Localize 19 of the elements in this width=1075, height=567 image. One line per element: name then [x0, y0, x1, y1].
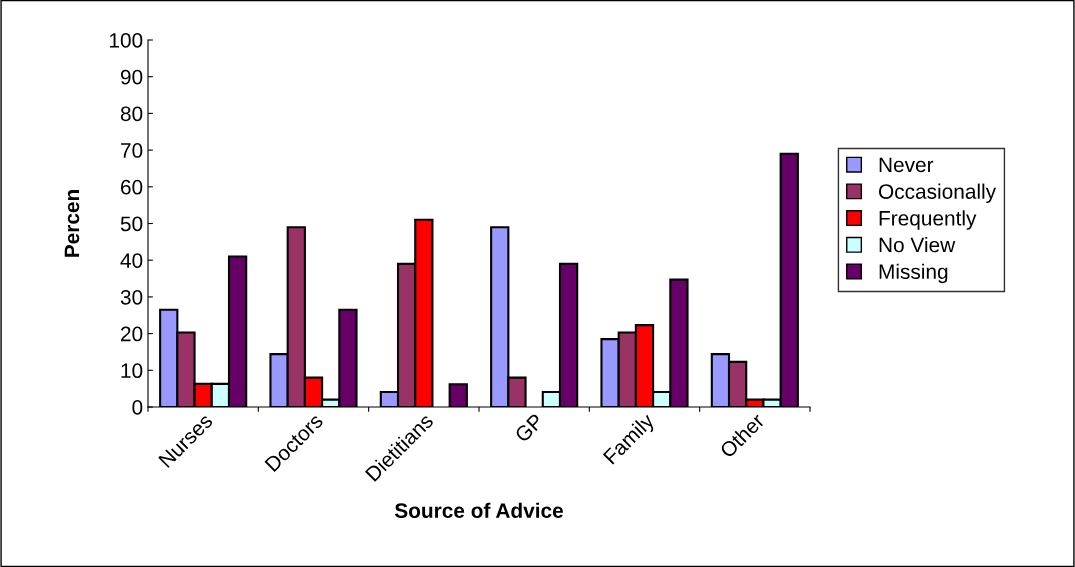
x-axis-title: Source of Advice	[394, 502, 563, 519]
y-axis-title: Percen	[64, 190, 80, 257]
y-tick-label: 40	[120, 253, 143, 268]
y-tick-label: 30	[120, 289, 143, 305]
legend-label: Occasionally	[878, 183, 997, 203]
legend-label: Missing	[879, 263, 948, 284]
legend-label: Frequently	[879, 210, 977, 230]
y-tick-label: 50	[120, 216, 143, 232]
legend-label: No View	[879, 237, 956, 253]
x-tick-label: GP	[514, 412, 545, 444]
y-tick-label: 90	[120, 69, 143, 85]
y-tick-label: 80	[120, 106, 143, 122]
y-tick-label: 60	[121, 179, 143, 195]
y-tick-label: 20	[121, 326, 143, 342]
y-tick-label: 0	[132, 400, 143, 415]
y-tick-label: 10	[121, 363, 143, 379]
y-tick-label: 70	[121, 143, 143, 158]
legend-label: Never	[879, 157, 934, 173]
y-tick-label: 100	[109, 33, 143, 48]
